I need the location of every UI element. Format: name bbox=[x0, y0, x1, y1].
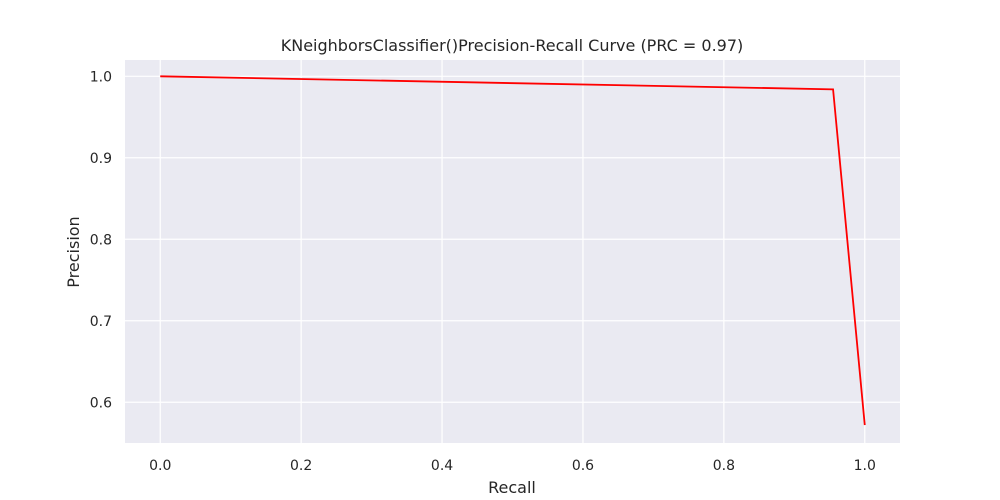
x-tick-label: 0.4 bbox=[431, 458, 453, 474]
x-tick-label: 1.0 bbox=[854, 458, 876, 474]
y-tick-label: 0.7 bbox=[90, 314, 112, 330]
chart-title: KNeighborsClassifier()Precision-Recall C… bbox=[281, 36, 744, 55]
y-tick-label: 0.6 bbox=[90, 395, 112, 411]
x-axis-label: Recall bbox=[488, 478, 536, 497]
series-layer bbox=[160, 75, 866, 426]
y-tick-label: 0.9 bbox=[90, 151, 112, 167]
precision-recall-line bbox=[160, 75, 866, 426]
y-tick-label: 1.0 bbox=[90, 69, 112, 85]
x-tick-label: 0.8 bbox=[713, 458, 735, 474]
plot-area bbox=[125, 60, 900, 443]
y-tick-label: 0.8 bbox=[90, 232, 112, 248]
x-tick-label: 0.6 bbox=[572, 458, 594, 474]
y-axis-ticks: 0.6 0.7 0.8 0.9 1.0 bbox=[90, 69, 112, 411]
x-axis-ticks: 0.0 0.2 0.4 0.6 0.8 1.0 bbox=[149, 458, 876, 474]
y-axis-label: Precision bbox=[64, 216, 83, 287]
x-tick-label: 0.0 bbox=[149, 458, 171, 474]
grid-lines bbox=[125, 60, 900, 443]
x-tick-label: 0.2 bbox=[290, 458, 312, 474]
